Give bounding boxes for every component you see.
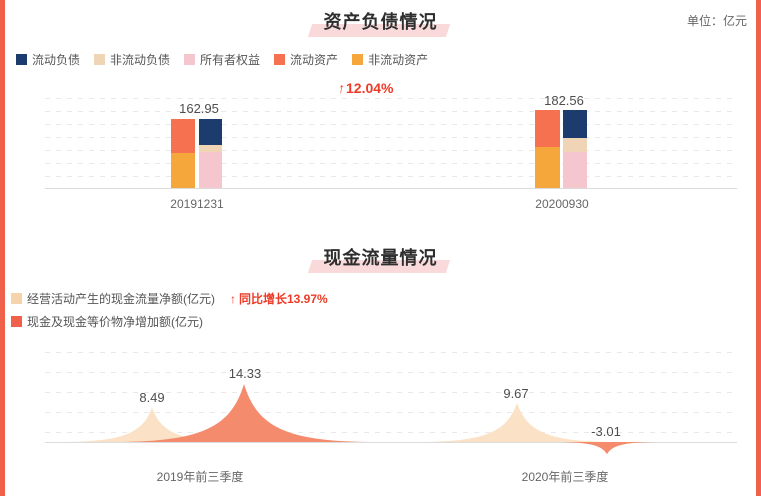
balance-legend: 流动负债 非流动负债 所有者权益 流动资产 非流动资产 xyxy=(16,51,428,68)
gridline xyxy=(45,432,737,433)
net-cash-increase-swatch xyxy=(11,316,22,327)
bar-segment-非流动资产 xyxy=(535,146,560,188)
axis-line xyxy=(45,442,737,443)
cashflow-section-title: 现金流量情况 xyxy=(0,244,761,270)
bar-segment-所有者权益 xyxy=(199,152,222,188)
legend-label: 流动负债 xyxy=(32,53,81,67)
operating-cashflow-label: 经营活动产生的现金流量净额(亿元) xyxy=(27,292,215,306)
legend-swatch xyxy=(16,54,27,65)
peak-label-14-33: 14.33 xyxy=(228,366,262,381)
gridline xyxy=(45,176,737,177)
total-label-2019: 162.95 xyxy=(179,101,219,116)
unit-label: 单位：亿元 xyxy=(686,14,747,28)
bar-segment-流动负债 xyxy=(199,118,222,146)
balance-section-title: 资产负债情况 xyxy=(0,8,761,34)
page-right-border xyxy=(756,0,761,496)
total-label-2020: 182.56 xyxy=(544,93,584,108)
legend-swatch xyxy=(274,54,286,65)
gridline xyxy=(45,98,737,99)
cashflow-growth-text: 同比增长13.97% xyxy=(239,292,328,306)
peak-label-9-67: 9.67 xyxy=(503,386,529,401)
legend-swatch xyxy=(94,54,106,65)
legend-swatch xyxy=(352,54,364,65)
gridline xyxy=(45,137,737,138)
peak-经营活动产生的现金流量净额(亿元)-2020年前三季度 xyxy=(416,402,618,442)
bar-segment-流动负债 xyxy=(563,110,587,138)
bar-segment-非流动资产 xyxy=(171,153,195,188)
balance-xlabel-20191231: 20191231 xyxy=(170,197,224,211)
gridline xyxy=(45,111,737,112)
balance-growth-annotation: ↑12.04% xyxy=(336,80,394,96)
gridline xyxy=(45,352,737,353)
bar-liabilities_equity-20191231 xyxy=(199,118,222,188)
balance-legend-item-1[interactable]: 非流动负债 xyxy=(94,51,170,68)
up-arrow-icon: ↑ xyxy=(336,80,347,96)
cashflow-peaks-chart xyxy=(59,383,662,455)
page-left-border xyxy=(0,0,5,496)
bar-segment-流动资产 xyxy=(171,118,195,153)
peak-经营活动产生的现金流量净额(亿元)-2019年前三季度 xyxy=(59,407,245,442)
bar-segment-所有者权益 xyxy=(563,151,587,188)
peak-label-8-49: 8.49 xyxy=(139,390,165,405)
balance-xlabel-20200930: 20200930 xyxy=(535,197,589,211)
balance-legend-item-3[interactable]: 流动资产 xyxy=(274,51,338,68)
peak-现金及现金等价物净增加额(亿元)-2019年前三季度 xyxy=(111,383,377,442)
bar-segment-非流动负债 xyxy=(199,145,222,152)
cashflow-xlabel-2019: 2019年前三季度 xyxy=(156,470,244,484)
balance-legend-item-2[interactable]: 所有者权益 xyxy=(184,51,260,68)
bar-assets-20191231 xyxy=(171,118,195,188)
gridline xyxy=(45,372,737,373)
net-cash-increase-label: 现金及现金等价物净增加额(亿元) xyxy=(27,315,203,329)
gridline xyxy=(45,150,737,151)
balance-legend-item-0[interactable]: 流动负债 xyxy=(16,51,80,68)
bar-liabilities_equity-20200930 xyxy=(563,110,587,188)
legend-label: 流动资产 xyxy=(290,53,339,67)
gridline xyxy=(45,163,737,164)
up-arrow-icon: ↑ xyxy=(230,291,236,306)
balance-title-text: 资产负债情况 xyxy=(318,8,444,34)
bar-assets-20200930 xyxy=(535,110,560,188)
legend-label: 所有者权益 xyxy=(200,53,261,67)
gridline xyxy=(45,392,737,393)
axis-line xyxy=(45,188,737,189)
peak-现金及现金等价物净增加额(亿元)-2020年前三季度 xyxy=(552,442,662,455)
legend-swatch xyxy=(184,54,196,65)
bar-segment-非流动负债 xyxy=(563,137,587,152)
bar-segment-流动资产 xyxy=(535,110,560,147)
legend-label: 非流动资产 xyxy=(368,53,429,67)
cashflow-legend-row-1[interactable]: 经营活动产生的现金流量净额(亿元) ↑ 同比增长13.97% xyxy=(11,290,328,307)
peak-label-minus-3-01: -3.01 xyxy=(591,424,621,439)
gridline xyxy=(45,124,737,125)
balance-growth-text: 12.04% xyxy=(346,80,394,96)
gridline xyxy=(45,412,737,413)
legend-label: 非流动负债 xyxy=(110,53,171,67)
operating-cashflow-swatch xyxy=(11,293,22,304)
balance-legend-item-4[interactable]: 非流动资产 xyxy=(352,51,428,68)
cashflow-growth-annotation: ↑ 同比增长13.97% xyxy=(230,290,328,307)
cashflow-legend-row-2[interactable]: 现金及现金等价物净增加额(亿元) xyxy=(11,313,203,330)
cashflow-title-text: 现金流量情况 xyxy=(318,244,444,270)
cashflow-xlabel-2020: 2020年前三季度 xyxy=(521,470,609,484)
